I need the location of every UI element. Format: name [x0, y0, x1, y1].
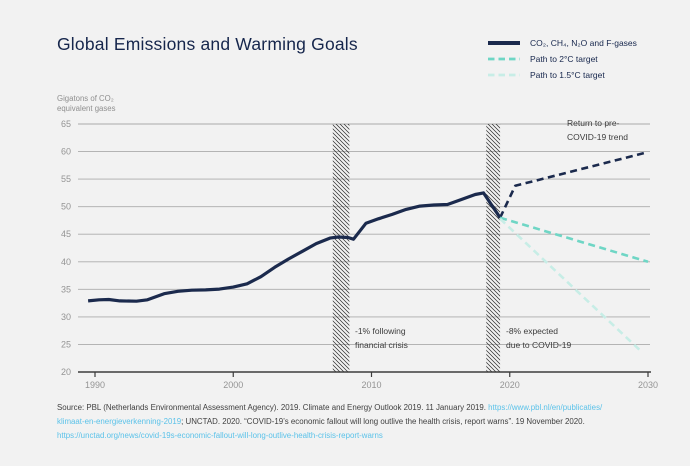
source-line-1: Source: PBL (Netherlands Environmental A…	[57, 401, 602, 415]
source-line-3: https://unctad.org/news/covid-19s-econom…	[57, 429, 602, 443]
legend-item-emissions: CO₂, CH₄, N₂O and F-gases	[487, 37, 637, 48]
legend-item-2c: Path to 2°C target	[487, 53, 637, 64]
source-link-pbl[interactable]: https://www.pbl.nl/en/publicaties/	[488, 403, 603, 412]
legend-label-2c: Path to 2°C target	[530, 53, 598, 64]
y-tick-label-40: 40	[61, 257, 71, 267]
x-tick-label-2000: 2000	[223, 380, 243, 390]
series-line-1	[498, 150, 649, 219]
x-tick-label-2030: 2030	[638, 380, 658, 390]
legend-swatch-dashed-teal	[488, 57, 520, 60]
source-link-pbl-continued[interactable]: klimaat-en-energieverkenning-2019	[57, 417, 182, 426]
y-tick-label-45: 45	[61, 229, 71, 239]
hatched-band-1	[332, 124, 350, 372]
y-tick-label-55: 55	[61, 174, 71, 184]
legend-item-15c: Path to 1.5°C target	[487, 69, 637, 80]
legend-swatch-solid-navy	[488, 40, 520, 45]
source-link-unctad[interactable]: https://unctad.org/news/covid-19s-econom…	[57, 431, 383, 440]
y-tick-label-50: 50	[61, 202, 71, 212]
y-tick-label-35: 35	[61, 284, 71, 294]
annotation-return-trend: Return to pre- COVID-19 trend	[567, 118, 628, 142]
source-line-2: klimaat-en-energieverkenning-2019; UNCTA…	[57, 415, 602, 429]
source-text-1: Source: PBL (Netherlands Environmental A…	[57, 403, 489, 412]
page-title: Global Emissions and Warming Goals	[57, 34, 358, 54]
series-line-0	[87, 191, 502, 303]
y-tick-label-20: 20	[61, 367, 71, 377]
legend-label-15c: Path to 1.5°C target	[530, 69, 605, 80]
y-tick-label-25: 25	[61, 339, 71, 349]
series-line-2	[499, 216, 649, 264]
source-text-2: ; UNCTAD. 2020. “COVID-19’s economic fal…	[181, 417, 585, 426]
x-tick-label-1990: 1990	[85, 380, 105, 390]
y-tick-label-30: 30	[61, 312, 71, 322]
series-line-3	[499, 217, 641, 351]
annotation-financial-crisis: -1% following financial crisis	[355, 326, 408, 350]
legend: CO₂, CH₄, N₂O and F-gases Path to 2°C ta…	[487, 37, 637, 80]
source-note: Source: PBL (Netherlands Environmental A…	[57, 401, 602, 443]
y-tick-label-65: 65	[61, 119, 71, 129]
hatched-band-2	[486, 124, 501, 372]
y-axis-unit-label: Gigatons of CO₂ equivalent gases	[57, 94, 116, 113]
legend-label-emissions: CO₂, CH₄, N₂O and F-gases	[530, 37, 637, 48]
x-tick-label-2020: 2020	[500, 380, 520, 390]
x-tick-label-2010: 2010	[361, 380, 381, 390]
legend-swatch-dashed-light-teal	[488, 73, 520, 76]
y-tick-label-60: 60	[61, 147, 71, 157]
annotation-covid: -8% expected due to COVID-19	[506, 326, 572, 350]
